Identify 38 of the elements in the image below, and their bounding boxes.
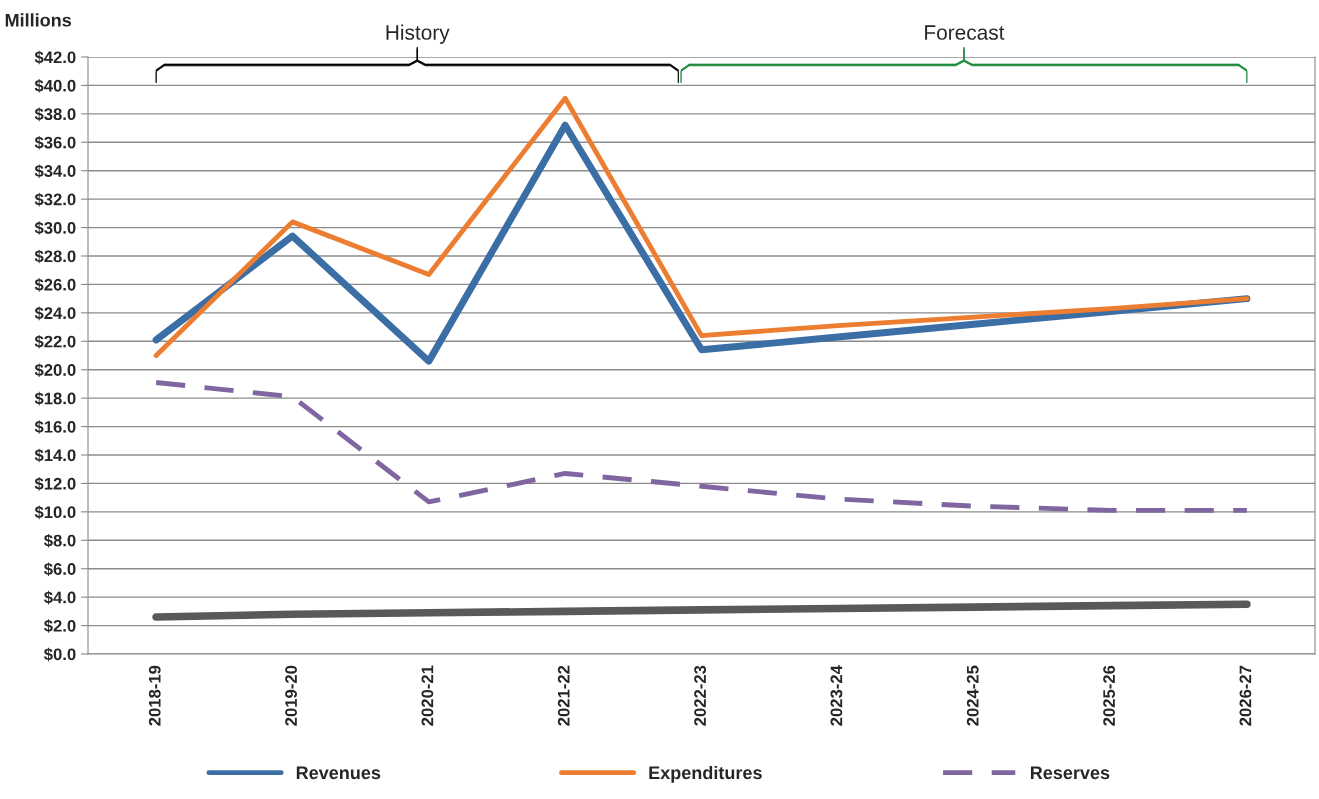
y-tick-label: $22.0 xyxy=(34,334,76,349)
legend-label: Revenues xyxy=(296,766,381,780)
y-tick-label: $40.0 xyxy=(34,79,76,93)
x-tick-label: 2021-22 xyxy=(557,665,570,726)
y-tick-label: $14.0 xyxy=(34,448,76,463)
x-tick-label: 2020-21 xyxy=(421,665,434,726)
y-tick-label: $32.0 xyxy=(34,192,76,207)
y-tick-label: $30.0 xyxy=(34,221,76,235)
y-tick-label: $28.0 xyxy=(34,249,76,264)
x-tick-label: 2018-19 xyxy=(148,665,161,726)
y-tick-label: $16.0 xyxy=(34,420,76,434)
x-tick-label: 2022-23 xyxy=(694,665,706,726)
y-tick-label: $26.0 xyxy=(34,278,76,292)
legend-label: Reserves xyxy=(1030,766,1110,780)
x-tick-label: 2025-26 xyxy=(1103,665,1115,726)
y-tick-label: $24.0 xyxy=(34,306,76,321)
x-tick-label: 2019-20 xyxy=(285,665,297,726)
line-series xyxy=(153,380,1250,513)
legend-label: Expenditures xyxy=(649,765,762,783)
y-tick-label: $42.0 xyxy=(34,50,76,65)
x-tick-label: 2024-25 xyxy=(966,665,979,726)
y-tick-label: $38.0 xyxy=(34,107,76,122)
text: History xyxy=(386,24,450,44)
y-tick-label: $34.0 xyxy=(34,164,76,178)
y-tick-label: $36.0 xyxy=(34,135,76,150)
y-tick-label: $8.0 xyxy=(43,533,76,548)
y-tick-label: $12.0 xyxy=(34,477,76,491)
y-tick-label: $0.0 xyxy=(43,647,76,662)
y-tick-label: $18.0 xyxy=(34,391,76,406)
y-axis-title: Millions xyxy=(5,13,72,27)
x-tick-label: 2023-24 xyxy=(830,665,843,726)
y-tick-label: $6.0 xyxy=(43,562,76,576)
y-tick-label: $2.0 xyxy=(43,619,76,633)
y-tick-label: $4.0 xyxy=(43,590,76,605)
y-tick-label: $10.0 xyxy=(34,505,76,520)
x-tick-label: 2026-27 xyxy=(1239,665,1252,726)
text: Forecast xyxy=(925,25,1005,40)
y-tick-label: $20.0 xyxy=(34,363,76,377)
